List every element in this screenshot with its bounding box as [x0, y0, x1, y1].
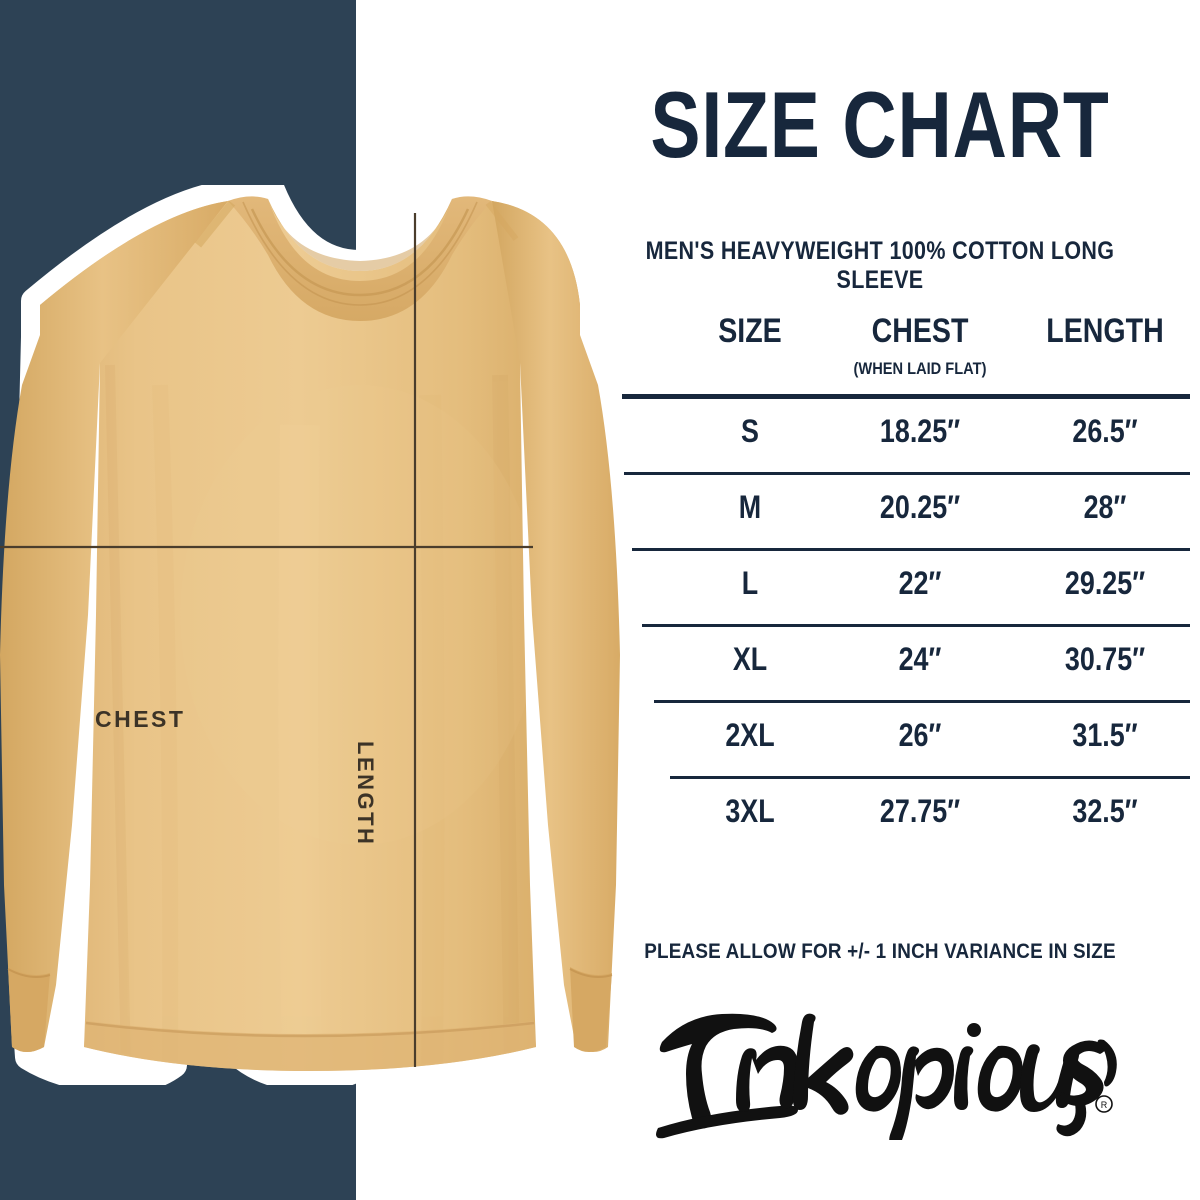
- registered-trademark-icon: R: [1095, 1095, 1113, 1113]
- cell-chest: 24″: [898, 641, 942, 677]
- cell-length: 28″: [1083, 489, 1127, 525]
- cell-chest: 18.25″: [879, 413, 961, 449]
- row-divider: [624, 472, 1190, 475]
- table-row: 2XL 26″ 31.5″: [610, 703, 1190, 779]
- cell-size: S: [741, 413, 759, 449]
- page-title: SIZE CHART: [650, 72, 1110, 177]
- shirt-body: [40, 197, 580, 1071]
- cell-length: 30.75″: [1064, 641, 1146, 677]
- table-row: XL 24″ 30.75″: [610, 627, 1190, 703]
- cell-chest: 26″: [898, 717, 942, 753]
- table-row: S 18.25″ 26.5″: [610, 399, 1190, 475]
- chart-content: SIZE CHART MEN'S HEAVYWEIGHT 100% COTTON…: [560, 0, 1200, 1200]
- cell-size: 3XL: [725, 793, 775, 829]
- table-row: 3XL 27.75″ 32.5″: [610, 779, 1190, 855]
- cell-chest: 27.75″: [879, 793, 961, 829]
- shirt-collar: [194, 196, 519, 321]
- table-header-divider: [622, 394, 1190, 399]
- cell-size: L: [741, 565, 759, 601]
- cell-chest: 20.25″: [879, 489, 961, 525]
- brand-logo: R: [648, 1000, 1118, 1148]
- cell-length: 26.5″: [1072, 413, 1138, 449]
- shirt-right-sleeve: [492, 201, 620, 1052]
- row-divider: [670, 776, 1190, 779]
- cell-size: M: [738, 489, 762, 525]
- cell-length: 31.5″: [1072, 717, 1138, 753]
- row-divider: [642, 624, 1190, 627]
- column-header-length: LENGTH: [1046, 312, 1164, 350]
- row-divider: [632, 548, 1190, 551]
- length-measure-label: LENGTH: [353, 741, 378, 847]
- cell-size: XL: [732, 641, 768, 677]
- measurement-guides: [0, 213, 533, 1067]
- chest-measure-label: CHEST: [95, 706, 186, 732]
- cell-length: 29.25″: [1064, 565, 1146, 601]
- column-header-chest-note: (WHEN LAID FLAT): [853, 359, 987, 378]
- column-header-size: SIZE: [718, 312, 782, 350]
- cell-chest: 22″: [898, 565, 942, 601]
- table-body: S 18.25″ 26.5″ M 20.25″ 28″ L 22″ 29.25″: [610, 399, 1190, 855]
- cell-length: 32.5″: [1072, 793, 1138, 829]
- shirt-illustration: CHEST LENGTH: [0, 185, 620, 1085]
- shirt-svg: [0, 185, 620, 1085]
- table-row: M 20.25″ 28″: [610, 475, 1190, 551]
- cell-size: 2XL: [725, 717, 775, 753]
- page-subtitle: MEN'S HEAVYWEIGHT 100% COTTON LONG SLEEV…: [645, 237, 1115, 294]
- variance-note: PLEASE ALLOW FOR +/- 1 INCH VARIANCE IN …: [644, 940, 1116, 963]
- table-header-row: SIZE CHEST LENGTH (WHEN LAID FLAT): [610, 312, 1190, 399]
- row-divider: [654, 700, 1190, 703]
- size-table: SIZE CHEST LENGTH (WHEN LAID FLAT) S 18.…: [610, 312, 1190, 829]
- inkopious-logo-svg: R: [656, 1013, 1117, 1148]
- shirt-left-sleeve: [0, 201, 228, 1052]
- column-header-chest: CHEST: [871, 312, 969, 350]
- table-row: L 22″ 29.25″: [610, 551, 1190, 627]
- svg-text:R: R: [1101, 1100, 1108, 1110]
